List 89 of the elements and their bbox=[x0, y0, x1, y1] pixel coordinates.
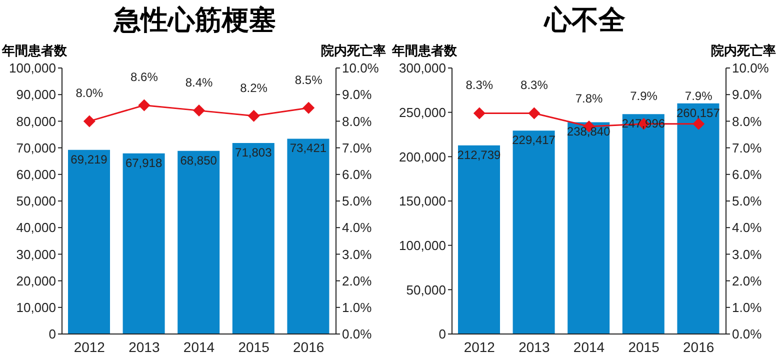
y-tick-label: 20,000 bbox=[16, 273, 56, 288]
data-label: 7.9% bbox=[630, 88, 658, 103]
y-tick-label: 250,000 bbox=[399, 104, 446, 120]
bar bbox=[458, 145, 500, 334]
data-label: 8.6% bbox=[130, 70, 158, 84]
y2-tick-label: 6.0% bbox=[732, 167, 762, 182]
y2-tick-label: 0.0% bbox=[342, 326, 372, 342]
data-label: 69,219 bbox=[70, 152, 108, 166]
chart-title: 心不全 bbox=[542, 4, 626, 37]
y-tick-label: 90,000 bbox=[16, 87, 56, 102]
y2-tick-label: 3.0% bbox=[342, 246, 372, 262]
x-tick-label: 2012 bbox=[464, 338, 496, 355]
y2-tick-label: 0.0% bbox=[732, 326, 762, 342]
y-tick-label: 0 bbox=[438, 326, 446, 342]
bar bbox=[178, 150, 220, 334]
y-tick-label: 150,000 bbox=[399, 194, 446, 209]
y-tick-label: 10,000 bbox=[16, 300, 56, 316]
y2-tick-label: 4.0% bbox=[732, 220, 762, 236]
bar bbox=[512, 130, 555, 334]
bar bbox=[568, 122, 610, 334]
y-axis-title: 年間患者数 bbox=[2, 42, 67, 60]
x-tick-label: 2013 bbox=[128, 338, 160, 355]
bar bbox=[122, 153, 165, 334]
y-tick-label: 300,000 bbox=[399, 60, 446, 76]
y-tick-label: 30,000 bbox=[16, 246, 56, 262]
point bbox=[528, 107, 540, 120]
point bbox=[83, 115, 96, 128]
y2-tick-label: 6.0% bbox=[342, 167, 372, 182]
x-tick-label: 2015 bbox=[238, 338, 270, 355]
y-axis-title: 年間患者数 bbox=[392, 42, 457, 60]
y2-tick-label: 2.0% bbox=[732, 273, 762, 288]
x-tick-label: 2014 bbox=[183, 338, 215, 355]
y-tick-label: 50,000 bbox=[406, 282, 446, 298]
bar bbox=[287, 138, 330, 334]
data-label: 7.8% bbox=[575, 92, 603, 106]
y-tick-label: 0 bbox=[48, 326, 56, 342]
y2-tick-label: 9.0% bbox=[732, 87, 762, 102]
y2-tick-label: 5.0% bbox=[342, 194, 372, 209]
point bbox=[248, 110, 260, 122]
y2-tick-label: 8.0% bbox=[732, 114, 762, 129]
bar bbox=[68, 150, 110, 334]
y2-tick-label: 1.0% bbox=[732, 300, 762, 316]
chart-title: 急性心筋梗塞 bbox=[112, 4, 277, 37]
y-tick-label: 60,000 bbox=[16, 167, 56, 182]
y-tick-label: 100,000 bbox=[399, 238, 446, 253]
data-label: 8.5% bbox=[294, 72, 323, 87]
y-tick-label: 50,000 bbox=[16, 194, 56, 209]
y2-tick-label: 7.0% bbox=[732, 140, 762, 156]
data-label: 8.2% bbox=[240, 80, 268, 95]
y2-tick-label: 9.0% bbox=[342, 87, 372, 102]
y2-tick-label: 3.0% bbox=[732, 246, 762, 262]
y-tick-label: 70,000 bbox=[16, 140, 56, 156]
data-label: 8.0% bbox=[76, 86, 104, 100]
data-label: 8.3% bbox=[520, 78, 548, 92]
y2-axis-title: 院内死亡率 bbox=[711, 42, 776, 60]
y2-tick-label: 8.0% bbox=[342, 114, 372, 129]
point bbox=[193, 104, 205, 117]
y-tick-label: 40,000 bbox=[16, 220, 56, 236]
x-tick-label: 2016 bbox=[293, 338, 324, 355]
x-tick-label: 2013 bbox=[518, 338, 550, 355]
y2-axis-title: 院内死亡率 bbox=[321, 42, 386, 60]
y2-tick-label: 4.0% bbox=[342, 220, 372, 236]
x-tick-label: 2012 bbox=[74, 338, 106, 355]
data-label: 73,421 bbox=[290, 141, 327, 156]
y2-tick-label: 2.0% bbox=[342, 273, 372, 288]
y-tick-label: 200,000 bbox=[399, 149, 446, 164]
x-tick-label: 2016 bbox=[683, 338, 714, 355]
point bbox=[692, 118, 705, 130]
data-label: 68,850 bbox=[180, 153, 218, 168]
bar bbox=[677, 103, 720, 334]
data-label: 8.3% bbox=[466, 78, 494, 92]
y-tick-label: 80,000 bbox=[16, 114, 56, 129]
point bbox=[138, 99, 150, 112]
y2-tick-label: 1.0% bbox=[342, 300, 372, 316]
point bbox=[473, 107, 486, 120]
bar bbox=[232, 143, 274, 334]
point bbox=[302, 102, 315, 114]
data-label: 8.4% bbox=[185, 76, 213, 90]
y2-tick-label: 7.0% bbox=[342, 140, 372, 156]
x-tick-label: 2014 bbox=[573, 338, 605, 355]
data-label: 71,803 bbox=[235, 146, 272, 160]
x-tick-label: 2015 bbox=[628, 338, 660, 355]
y2-tick-label: 10.0% bbox=[732, 60, 770, 76]
y2-tick-label: 10.0% bbox=[342, 60, 380, 76]
y2-tick-label: 5.0% bbox=[732, 194, 762, 209]
y-tick-label: 100,000 bbox=[9, 60, 56, 76]
data-label: 67,918 bbox=[125, 156, 162, 170]
data-label: 7.9% bbox=[684, 88, 713, 103]
bar bbox=[622, 114, 664, 334]
